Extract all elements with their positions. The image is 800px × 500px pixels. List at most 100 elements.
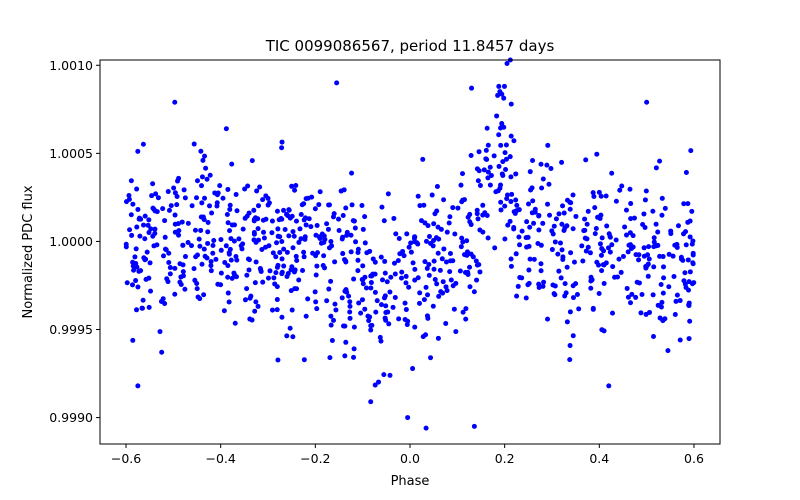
data-point (636, 257, 642, 263)
data-point (381, 295, 387, 301)
data-point (447, 258, 453, 264)
data-point (646, 244, 652, 250)
data-point (532, 206, 538, 212)
data-point (383, 303, 389, 309)
data-point (378, 254, 384, 260)
data-point (333, 307, 339, 313)
data-point (359, 203, 365, 209)
data-point (616, 256, 622, 262)
data-point (351, 346, 357, 352)
data-point (165, 189, 171, 195)
data-point (308, 224, 314, 230)
data-point (180, 242, 186, 248)
data-point (199, 174, 205, 180)
data-points (123, 57, 697, 431)
data-point (351, 276, 357, 282)
data-point (513, 171, 519, 177)
data-point (501, 83, 507, 89)
data-point (236, 236, 242, 242)
data-point (332, 301, 338, 307)
data-point (567, 357, 573, 363)
data-point (279, 139, 285, 145)
data-point (576, 306, 582, 312)
data-point (688, 148, 694, 154)
data-point (588, 285, 594, 291)
data-point (585, 244, 591, 250)
data-point (373, 309, 379, 315)
x-tick-label: 0.2 (495, 451, 515, 466)
data-point (320, 263, 326, 269)
data-point (368, 280, 374, 286)
data-point (347, 309, 353, 315)
data-point (355, 268, 361, 274)
data-point (172, 99, 178, 105)
data-point (351, 354, 357, 360)
data-point (142, 236, 148, 242)
data-point (312, 289, 318, 295)
data-point (140, 141, 146, 147)
data-point (441, 197, 447, 203)
data-point (316, 202, 322, 208)
data-point (258, 268, 264, 274)
data-point (619, 183, 625, 189)
data-point (130, 337, 136, 343)
data-point (462, 252, 468, 258)
data-point (582, 227, 588, 233)
data-point (325, 226, 331, 232)
data-point (634, 279, 640, 285)
data-point (213, 256, 219, 262)
data-point (222, 260, 228, 266)
data-point (564, 319, 570, 325)
data-point (326, 286, 332, 292)
data-point (246, 210, 252, 216)
data-point (196, 236, 202, 242)
data-point (660, 318, 666, 324)
data-point (598, 212, 604, 218)
data-point (360, 281, 366, 287)
data-point (134, 307, 140, 313)
data-point (174, 194, 180, 200)
data-point (658, 304, 664, 310)
data-point (274, 208, 280, 214)
data-point (284, 273, 290, 279)
data-point (214, 200, 220, 206)
data-point (571, 259, 577, 265)
data-point (348, 232, 354, 238)
data-point (263, 216, 269, 222)
data-point (331, 211, 337, 217)
data-point (151, 206, 157, 212)
data-point (133, 278, 139, 284)
data-point (298, 236, 304, 242)
data-point (150, 233, 156, 239)
data-point (567, 309, 573, 315)
data-point (199, 200, 205, 206)
data-point (461, 197, 467, 203)
data-point (645, 273, 651, 279)
data-point (584, 221, 590, 227)
data-point (194, 286, 200, 292)
data-point (406, 244, 412, 250)
data-point (172, 229, 178, 235)
data-point (431, 266, 437, 272)
data-point (292, 267, 298, 273)
data-point (511, 226, 517, 232)
data-point (398, 275, 404, 281)
chart-title: TIC 0099086567, period 11.8457 days (265, 37, 555, 55)
data-point (469, 85, 475, 91)
data-point (226, 299, 232, 305)
x-tick-label: 0.0 (400, 451, 420, 466)
data-point (259, 247, 265, 253)
data-point (201, 292, 207, 298)
data-point (412, 266, 418, 272)
data-point (229, 275, 235, 281)
data-point (146, 304, 152, 310)
data-point (303, 196, 309, 202)
data-point (277, 250, 283, 255)
data-point (290, 334, 296, 340)
data-point (460, 309, 466, 315)
data-point (685, 257, 691, 263)
data-point (198, 214, 204, 220)
data-point (270, 307, 276, 313)
data-point (314, 306, 320, 312)
data-point (609, 170, 615, 176)
